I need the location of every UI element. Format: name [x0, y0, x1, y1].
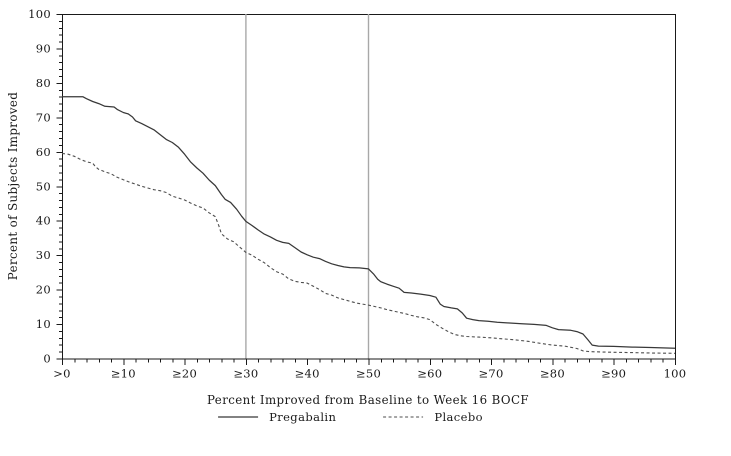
y-axis-title: Percent of Subjects Improved [6, 91, 20, 281]
x-tick-label: ≥40 [295, 367, 320, 381]
x-tick-label: ≥60 [417, 367, 442, 381]
x-tick-labels: >0 ≥10 ≥20 ≥30 ≥40 ≥50 ≥60 ≥70 ≥80 ≥90 100 [53, 367, 686, 381]
y-tick-label: 40 [36, 214, 51, 228]
dashed-line-sample-icon [383, 416, 424, 418]
solid-line-sample-icon [218, 416, 259, 418]
y-tick-label: 60 [36, 145, 51, 159]
y-tick-label: 100 [28, 7, 51, 21]
reference-lines [245, 14, 370, 359]
y-tick-labels: 0 10 20 30 40 50 60 70 80 90 100 [28, 7, 51, 366]
y-tick-label: 90 [36, 41, 51, 55]
legend-label-pregabalin: Pregabalin [269, 410, 337, 424]
x-tick-label: 100 [664, 367, 687, 381]
x-axis-title: Percent Improved from Baseline to Week 1… [207, 393, 529, 407]
x-tick-label: >0 [53, 367, 71, 381]
chart-legend: Pregabalin Placebo [217, 410, 483, 424]
y-tick-label: 30 [36, 248, 51, 262]
y-tick-label: 50 [36, 179, 51, 193]
x-tick-label: ≥10 [111, 367, 136, 381]
x-tick-label: ≥90 [601, 367, 626, 381]
legend-item-pregabalin: Pregabalin [217, 410, 336, 424]
x-tick-label: ≥80 [540, 367, 565, 381]
axis-ticks [56, 14, 676, 365]
x-tick-label: ≥20 [172, 367, 197, 381]
x-tick-label: ≥50 [356, 367, 381, 381]
y-tick-label: 0 [43, 352, 51, 366]
y-tick-label: 70 [36, 110, 51, 124]
x-tick-label: ≥30 [233, 367, 258, 381]
y-tick-label: 80 [36, 76, 51, 90]
series-placebo-line [61, 152, 676, 354]
y-tick-label: 20 [36, 283, 51, 297]
legend-item-placebo: Placebo [382, 410, 483, 424]
x-tick-label: ≥70 [479, 367, 504, 381]
y-tick-label: 10 [36, 317, 51, 331]
series-pregabalin-line [62, 96, 676, 349]
legend-label-placebo: Placebo [434, 410, 483, 424]
